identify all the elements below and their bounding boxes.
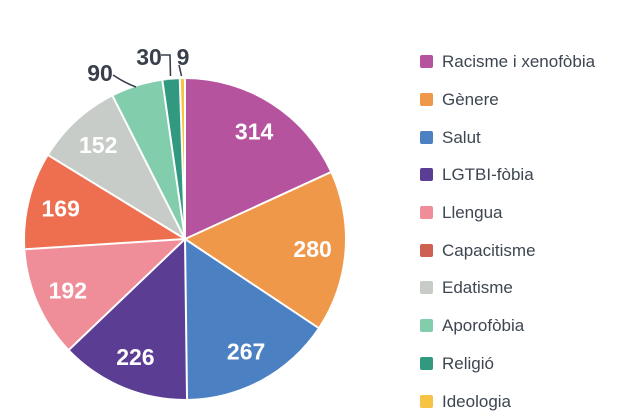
legend-swatch (420, 130, 433, 144)
legend-label: Edatisme (442, 278, 513, 298)
legend-label: Racisme i xenofòbia (442, 52, 596, 72)
slice-value-label: 30 (136, 44, 162, 70)
legend-label: Religió (442, 353, 494, 373)
legend-item[interactable]: Aporofòbia (420, 307, 620, 345)
legend-label: Ideologia (442, 391, 512, 411)
legend-label: Gènere (442, 90, 499, 110)
legend-item[interactable]: Salut (420, 118, 620, 156)
legend-swatch (420, 243, 433, 257)
slice-value-label: 192 (49, 277, 87, 303)
slice-divider (25, 238, 186, 251)
leader-line (178, 64, 183, 77)
slice-value-label: 169 (42, 195, 80, 221)
slice-divider (48, 154, 186, 240)
pie-chart-area: 314 280 267 226 192 169 152 90 30 9 (24, 44, 345, 400)
legend: Racisme i xenofòbia Gènere Salut LGTBI-fòbi… (420, 43, 620, 420)
pie-slice[interactable] (25, 239, 185, 350)
slice-value-label: 314 (235, 118, 274, 144)
legend-label: LGTBI-fòbia (442, 165, 534, 185)
leader-lines (112, 54, 183, 88)
slice-value-label: 9 (177, 44, 190, 70)
leader-line (161, 54, 172, 77)
slice-divider (68, 238, 186, 351)
slice-value-labels: 314 280 267 226 192 169 152 90 30 9 (42, 44, 332, 370)
slice-divider (111, 95, 186, 240)
slice-value-label: 267 (227, 339, 265, 365)
legend-item[interactable]: Gènere (420, 81, 620, 119)
legend-swatch (420, 55, 433, 69)
slice-divider (161, 80, 186, 240)
legend-item[interactable]: Religió (420, 345, 620, 383)
legend-swatch (420, 168, 433, 182)
slice-divider (184, 171, 331, 240)
pie-slice[interactable] (48, 96, 185, 239)
slice-dividers (25, 79, 331, 400)
legend-item[interactable]: Llengua (420, 194, 620, 232)
pie-slice[interactable] (69, 239, 188, 400)
legend-item[interactable]: Ideologia (420, 382, 620, 420)
pie-slice[interactable] (24, 155, 185, 250)
slice-value-label: 90 (87, 60, 113, 86)
slice-value-label: 280 (293, 236, 331, 262)
slice-divider (184, 238, 319, 329)
legend-label: Capacitisme (442, 240, 536, 260)
legend-label: Salut (442, 127, 481, 147)
pie-slice[interactable] (112, 80, 185, 239)
legend-swatch (420, 319, 433, 333)
slice-divider (184, 238, 189, 400)
legend-swatch (420, 281, 433, 295)
pie-slice[interactable] (185, 172, 345, 328)
legend-swatch (420, 394, 433, 408)
legend-label: Llengua (442, 203, 503, 223)
legend-item[interactable]: LGTBI-fòbia (420, 156, 620, 194)
leader-line (112, 74, 137, 88)
slice-value-label: 226 (116, 344, 154, 370)
legend-item[interactable]: Racisme i xenofòbia (420, 43, 620, 81)
pie-chart: 314 280 267 226 192 169 152 90 30 9 (24, 44, 345, 400)
legend-swatch (420, 93, 433, 107)
legend-swatch (420, 356, 433, 370)
legend-item[interactable]: Edatisme (420, 269, 620, 307)
legend-item[interactable]: Capacitisme (420, 231, 620, 269)
legend-swatch (420, 206, 433, 220)
slice-value-label: 152 (79, 132, 117, 158)
legend-label: Aporofòbia (442, 316, 525, 336)
pie-slice[interactable] (185, 239, 319, 399)
pie-slice[interactable] (185, 79, 331, 239)
